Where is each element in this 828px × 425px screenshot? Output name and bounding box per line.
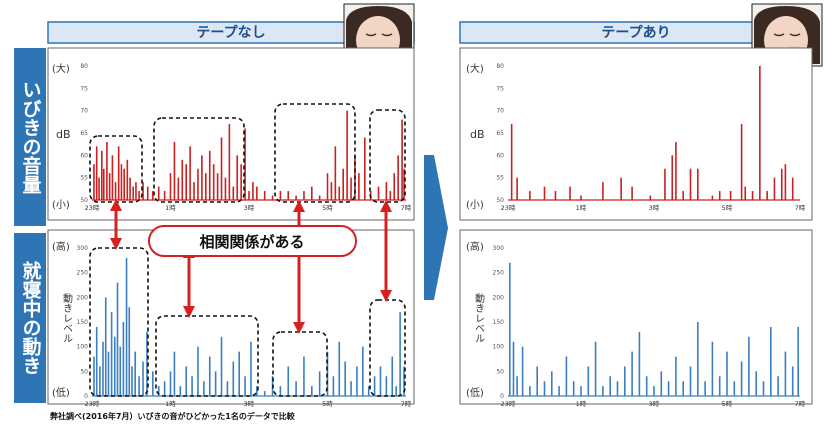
move-tape-ytick-6: 300 [493,245,505,252]
flow-arrow-icon [424,155,448,300]
snore-no-tape-ytick-1: 55 [80,175,88,182]
snore-tape-xtick-1: 1時 [576,204,587,212]
snore-no-tape-xtick-4: 7時 [401,204,412,212]
snore-tape-ytick-1: 55 [496,175,504,182]
move-tape-ytick-1: 50 [496,368,504,375]
highlight-snore-3 [274,103,356,203]
snore-no-tape-ytick-6: 80 [80,63,88,70]
snore-no-tape-ytick-0: 50 [80,197,88,204]
snore-no-tape-xtick-1: 1時 [165,204,176,212]
snore-no-tape-ytick-4: 70 [80,108,88,115]
move-tape-xtick-2: 3時 [649,400,660,408]
move-tape-high-label: (高) [466,240,484,253]
move-no-tape-ytick-0: 0 [84,393,88,400]
move-tape-low-label: (低) [466,386,484,399]
snore-tape-ytick-5: 75 [496,85,504,92]
move-tape-ytick-3: 150 [493,319,505,326]
move-no-tape-ytick-5: 250 [77,270,89,277]
move-no-tape-xtick-2: 3時 [244,400,255,408]
move-no-tape-ytick-2: 100 [77,344,89,351]
move-tape-ytick-4: 200 [493,294,505,301]
highlight-move-2 [155,315,259,397]
snore-tape-big-label: (大) [466,62,484,75]
snore-no-tape-xtick-0: 23時 [85,204,100,212]
move-tape-unit: 動きレベル [473,292,485,343]
highlight-move-3 [272,331,328,397]
move-tape-ytick-5: 250 [493,270,505,277]
move-no-tape-unit: 動きレベル [61,292,73,343]
snore-no-tape-unit: dB [56,128,71,141]
highlight-snore-2 [153,117,245,203]
snore-tape-unit: dB [470,128,485,141]
footnote: 弊社調べ(2016年7月）いびきの音がひどかった1名のデータで比較 [50,411,296,421]
side-label-snore-bg [14,48,46,226]
side-label-move-bg [14,233,46,403]
snore-no-tape-small-label: (小) [52,199,70,211]
chart-move-no-tape: 0 50 100 150 200 250 300 23時 1時 3時 5時 7時 [77,245,412,408]
chart-snore-tape: 50 55 60 65 70 75 80 23時 1時 3時 5時 7時 [496,63,805,212]
snore-no-tape-ytick-5: 75 [80,85,88,92]
move-no-tape-ytick-1: 50 [80,368,88,375]
correlation-highlights [89,103,406,397]
chart-snore-no-tape: 50 55 60 65 70 75 80 23時 1時 3時 5時 7時 [80,63,411,212]
snore-tape-ytick-0: 50 [496,197,504,204]
snore-no-tape-xtick-2: 3時 [244,204,255,212]
side-label-move: 就寝中の動き [20,260,42,375]
snore-no-tape-xtick-3: 5時 [322,204,333,212]
move-tape-xtick-0: 23時 [501,400,516,408]
snore-tape-ytick-4: 70 [496,108,504,115]
snore-no-tape-ytick-3: 65 [80,130,88,137]
move-tape-xtick-4: 7時 [795,400,806,408]
snore-tape-xtick-4: 7時 [795,204,806,212]
snore-tape-ytick-2: 60 [496,152,504,159]
move-tape-xtick-1: 1時 [576,400,587,408]
move-no-tape-ytick-4: 200 [77,294,89,301]
move-no-tape-high-label: (高) [52,240,70,253]
snore-tape-ytick-6: 80 [496,63,504,70]
snore-no-tape-big-label: (大) [52,62,70,75]
snore-no-tape-ytick-2: 60 [80,152,88,159]
move-no-tape-xtick-4: 7時 [401,400,412,408]
move-no-tape-xtick-1: 1時 [165,400,176,408]
header-no-tape-label: テープなし [196,25,265,41]
snore-tape-xtick-3: 5時 [722,204,733,212]
snore-tape-xtick-0: 23時 [501,204,516,212]
move-no-tape-xtick-3: 5時 [322,400,333,408]
move-no-tape-xtick-0: 23時 [85,400,100,408]
snore-tape-ytick-3: 65 [496,130,504,137]
snore-tape-xtick-2: 3時 [649,204,660,212]
chart-move-tape: 0 50 100 150 200 250 300 23時 1時 3時 5時 7時 [493,245,806,408]
panel-move-tape [459,229,813,405]
callout-pill [148,225,357,257]
move-tape-ytick-2: 100 [493,344,505,351]
snore-tape-small-label: (小) [466,199,484,211]
move-no-tape-low-label: (低) [52,386,70,399]
move-tape-ytick-0: 0 [500,393,504,400]
move-no-tape-ytick-6: 300 [77,245,89,252]
side-label-snore: いびきの音量 [20,80,42,194]
move-tape-xtick-3: 5時 [722,400,733,408]
move-no-tape-ytick-3: 150 [77,319,89,326]
header-tape-label: テープあり [601,25,670,41]
callout-label: 相関関係がある [199,233,304,251]
